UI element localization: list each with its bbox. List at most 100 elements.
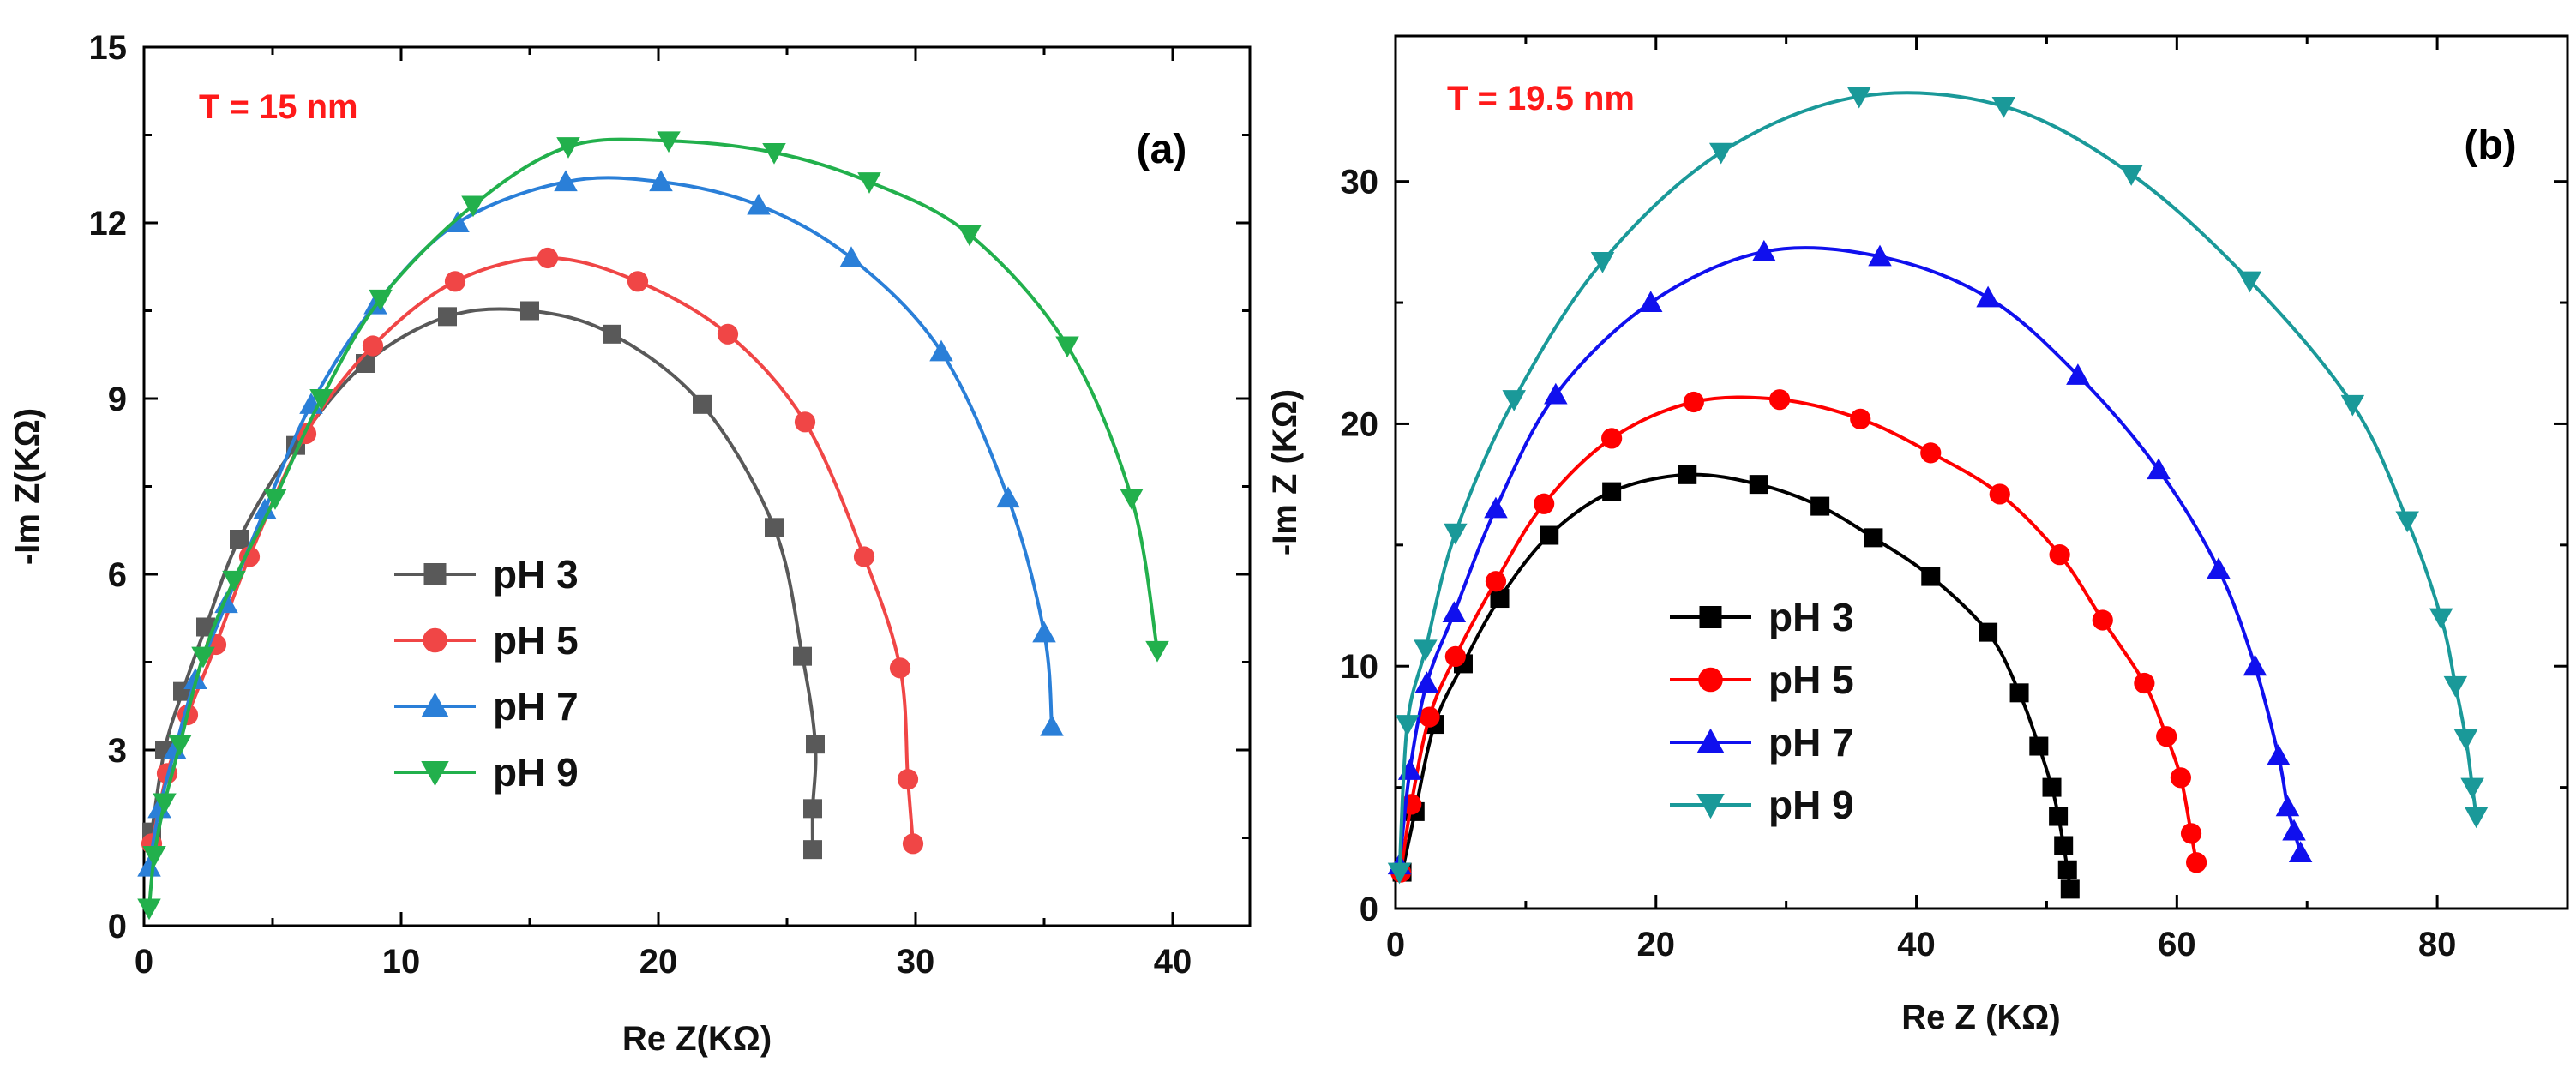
x-tick-label: 40 <box>1897 926 1936 963</box>
data-point <box>438 307 457 327</box>
panel-label: (a) <box>1137 127 1187 172</box>
data-point <box>153 793 177 815</box>
panel-a: 0 10 20 30 40 0 3 6 9 12 15 Re Z(KΩ) -Im Z(KΩ) (a) T =… <box>9 29 1252 1058</box>
data-point <box>1534 493 1555 514</box>
data-point <box>1444 523 1468 545</box>
data-point <box>461 195 485 218</box>
data-point <box>1846 87 1871 109</box>
data-point <box>897 769 919 790</box>
data-point <box>2049 807 2069 826</box>
data-point <box>627 271 649 292</box>
data-point <box>1683 391 1704 413</box>
x-tick-label: 10 <box>382 943 421 981</box>
data-point <box>1749 475 1768 495</box>
y-tick-label: 10 <box>1341 648 1379 686</box>
data-point <box>2092 609 2113 631</box>
data-point <box>839 246 863 267</box>
data-point <box>2042 777 2062 797</box>
data-point <box>2267 744 2291 765</box>
data-point <box>2464 807 2489 829</box>
plot-frame <box>142 45 1252 927</box>
x-axis-label: Re Z(KΩ) <box>622 1020 772 1058</box>
series-ph-7 <box>1387 239 2313 875</box>
data-point <box>1040 714 1064 736</box>
data-point <box>1544 382 1568 405</box>
data-point <box>1678 465 1697 484</box>
data-point <box>1490 589 1510 609</box>
data-point <box>603 324 621 344</box>
data-point <box>1395 715 1420 736</box>
legend: pH 3 pH 5 pH 7 pH 9 <box>394 552 579 795</box>
x-tick-label: 0 <box>135 943 153 981</box>
x-tick-label: 80 <box>2418 926 2457 963</box>
panel-label: (b) <box>2464 123 2516 168</box>
data-point <box>1602 482 1622 501</box>
legend-label: pH 5 <box>493 618 579 663</box>
data-point <box>1920 442 1942 464</box>
data-point <box>263 489 287 510</box>
data-point <box>1419 706 1440 728</box>
data-point <box>1810 496 1830 516</box>
data-point <box>1540 525 1559 545</box>
data-point <box>1120 489 1144 510</box>
y-tick-label: 9 <box>108 381 127 418</box>
legend-marker <box>1696 728 1725 753</box>
data-point <box>765 518 784 537</box>
data-point <box>168 735 192 756</box>
y-tick-label: 20 <box>1341 405 1379 443</box>
series-ph-5 <box>141 247 924 855</box>
thickness-annotation: T = 15 nm <box>199 88 358 126</box>
legend-marker <box>421 761 449 787</box>
data-point <box>222 570 246 592</box>
x-tick-label: 0 <box>1386 926 1405 963</box>
data-point <box>2237 271 2262 293</box>
data-point <box>1414 671 1439 693</box>
series-line <box>1400 472 2072 890</box>
data-point <box>137 898 161 921</box>
legend-marker <box>423 627 447 653</box>
data-point <box>2057 860 2077 879</box>
data-point <box>2054 836 2074 855</box>
series-ph-3 <box>142 301 825 860</box>
legend-marker <box>1696 794 1725 819</box>
data-point <box>369 289 393 311</box>
data-point <box>2460 777 2484 800</box>
series-line <box>1397 246 2303 866</box>
series-ph-9 <box>137 131 1169 921</box>
data-point <box>556 137 580 159</box>
data-point <box>2282 819 2306 841</box>
legend-marker <box>1699 606 1722 628</box>
data-point <box>693 394 712 414</box>
data-point <box>1502 390 1526 411</box>
panel-b: 0 20 40 60 80 0 10 20 30 Re Z (KΩ) -Im Z (KΩ) (b) T … <box>1266 34 2569 1036</box>
data-point <box>1387 862 1412 885</box>
x-tick-label: 30 <box>897 943 935 981</box>
series-ph-5 <box>1390 389 2207 883</box>
data-point <box>1989 483 2010 505</box>
data-point <box>929 339 953 362</box>
data-point <box>1708 142 1733 165</box>
data-point <box>657 131 681 153</box>
x-tick-label: 20 <box>639 943 678 981</box>
data-point <box>362 335 384 357</box>
data-point <box>1442 601 1467 623</box>
series-ph-9 <box>1387 87 2489 885</box>
data-point <box>794 411 816 433</box>
data-point <box>191 646 215 669</box>
series-line <box>147 176 1054 868</box>
legend-label: pH 3 <box>493 552 579 597</box>
legend-label: pH 9 <box>1768 783 1854 827</box>
data-point <box>649 170 673 192</box>
data-point <box>554 170 578 192</box>
data-point <box>137 855 161 877</box>
data-point <box>1638 291 1663 313</box>
data-point <box>889 657 911 679</box>
data-point <box>1868 244 1892 267</box>
data-point <box>2147 458 2171 480</box>
x-axis-label: Re Z (KΩ) <box>1901 999 2060 1036</box>
data-point <box>902 833 924 855</box>
y-tick-label: 0 <box>108 908 127 945</box>
data-point <box>2029 736 2049 756</box>
series-ph-7 <box>137 170 1064 877</box>
series-ph-3 <box>1392 465 2080 899</box>
